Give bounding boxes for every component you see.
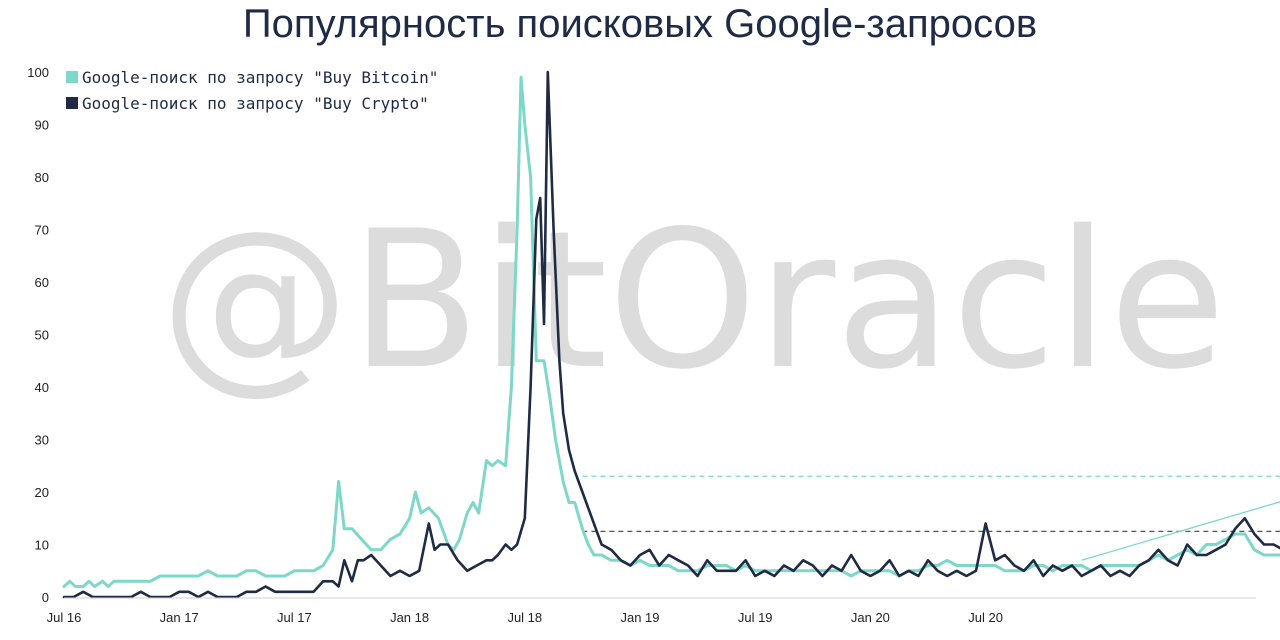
y-tick-label: 10 — [35, 538, 49, 553]
y-tick-label: 50 — [35, 328, 49, 343]
x-tick-label: Jul 19 — [738, 610, 773, 625]
y-tick-label: 100 — [27, 65, 49, 80]
annotations-layer — [582, 475, 1280, 561]
legend: Google-поиск по запросу "Buy Bitcoin" Go… — [66, 64, 438, 116]
y-tick-label: 80 — [35, 170, 49, 185]
legend-item-buy-bitcoin: Google-поиск по запросу "Buy Bitcoin" — [66, 64, 438, 90]
x-tick-label: Jan 18 — [390, 610, 429, 625]
y-tick-label: 90 — [35, 118, 49, 133]
series-line-buy-bitcoin — [62, 75, 1280, 588]
y-tick-label: 60 — [35, 275, 49, 290]
legend-label-buy-crypto: Google-поиск по запросу "Buy Crypto" — [82, 93, 429, 113]
legend-item-buy-crypto: Google-поиск по запросу "Buy Crypto" — [66, 90, 438, 116]
legend-swatch-buy-crypto — [66, 97, 78, 109]
x-tick-label: Jul 20 — [968, 610, 1003, 625]
x-tick-label: Jan 19 — [620, 610, 659, 625]
x-tick-label: Jul 17 — [277, 610, 312, 625]
x-tick-label: Jul 16 — [47, 610, 82, 625]
legend-label-buy-bitcoin: Google-поиск по запросу "Buy Bitcoin" — [82, 67, 439, 87]
series-layer — [62, 70, 1280, 599]
y-tick-label: 40 — [35, 380, 49, 395]
axis-layer: 0 10 20 30 40 50 60 70 80 90 100 Jul 16 Jan 17 Jul 17… — [27, 65, 1256, 625]
x-tick-label: Jul 18 — [507, 610, 542, 625]
annotation-arrow — [1081, 501, 1280, 561]
chart-title: Популярность поисковых Google-запросов — [242, 2, 1038, 46]
legend-swatch-buy-bitcoin — [66, 71, 78, 83]
x-tick-label: Jan 17 — [160, 610, 199, 625]
y-tick-label: 0 — [42, 590, 49, 605]
x-tick-label: Jan 20 — [851, 610, 890, 625]
y-tick-label: 70 — [35, 223, 49, 238]
series-line-buy-crypto — [62, 70, 1280, 599]
y-tick-label: 30 — [35, 433, 49, 448]
y-tick-label: 20 — [35, 485, 49, 500]
